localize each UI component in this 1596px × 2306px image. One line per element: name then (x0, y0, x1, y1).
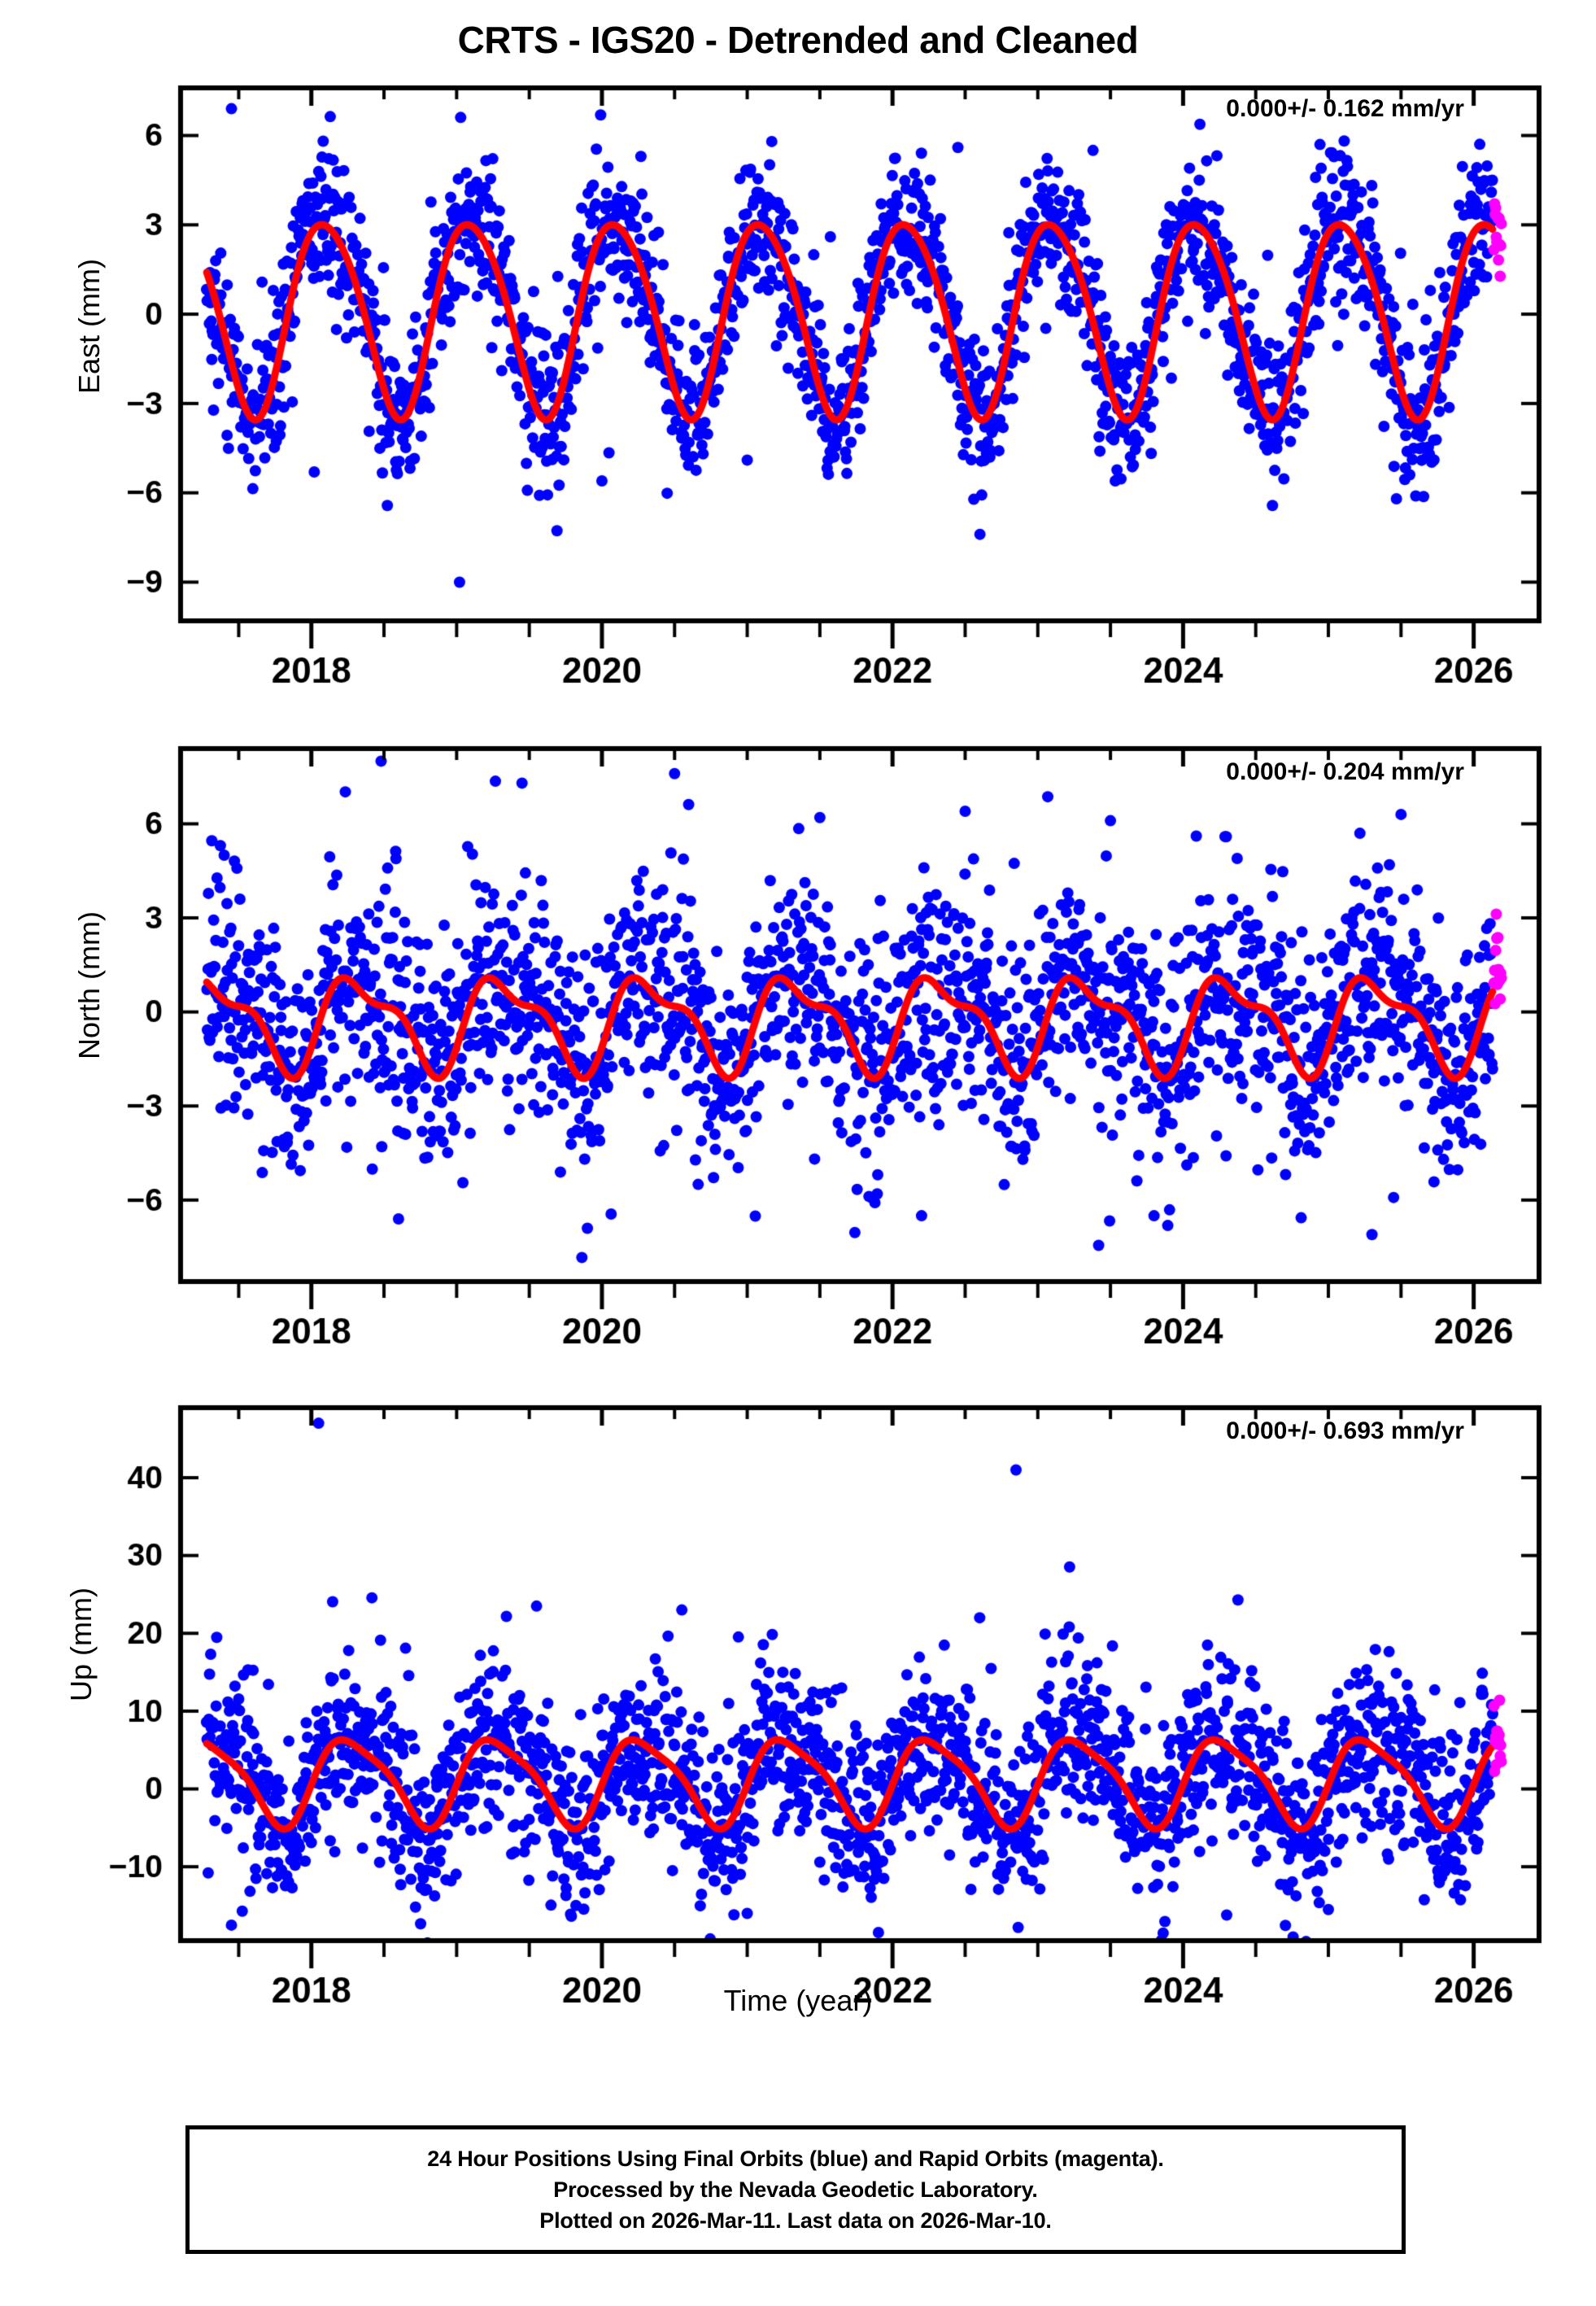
rate-annotation-up: 0.000+/- 0.693 mm/yr (1226, 1417, 1464, 1444)
page-title: CRTS - IGS20 - Detrended and Cleaned (457, 19, 1139, 61)
y-axis-label-up: Up (mm) (64, 1588, 98, 1701)
caption-line-2: Processed by the Nevada Geodetic Laborat… (553, 2177, 1038, 2202)
y-axis-label-north: North (mm) (72, 911, 106, 1059)
caption-box: 24 Hour Positions Using Final Orbits (bl… (185, 2125, 1406, 2254)
rate-annotation-east: 0.000+/- 0.162 mm/yr (1226, 95, 1464, 122)
caption-line-3: Plotted on 2026-Mar-11. Last data on 202… (539, 2208, 1052, 2234)
x-axis-label: Time (year) (723, 1984, 873, 2017)
y-axis-label-east: East (mm) (72, 259, 106, 394)
caption-line-1: 24 Hour Positions Using Final Orbits (bl… (427, 2146, 1164, 2171)
rate-annotation-north: 0.000+/- 0.204 mm/yr (1226, 758, 1464, 785)
